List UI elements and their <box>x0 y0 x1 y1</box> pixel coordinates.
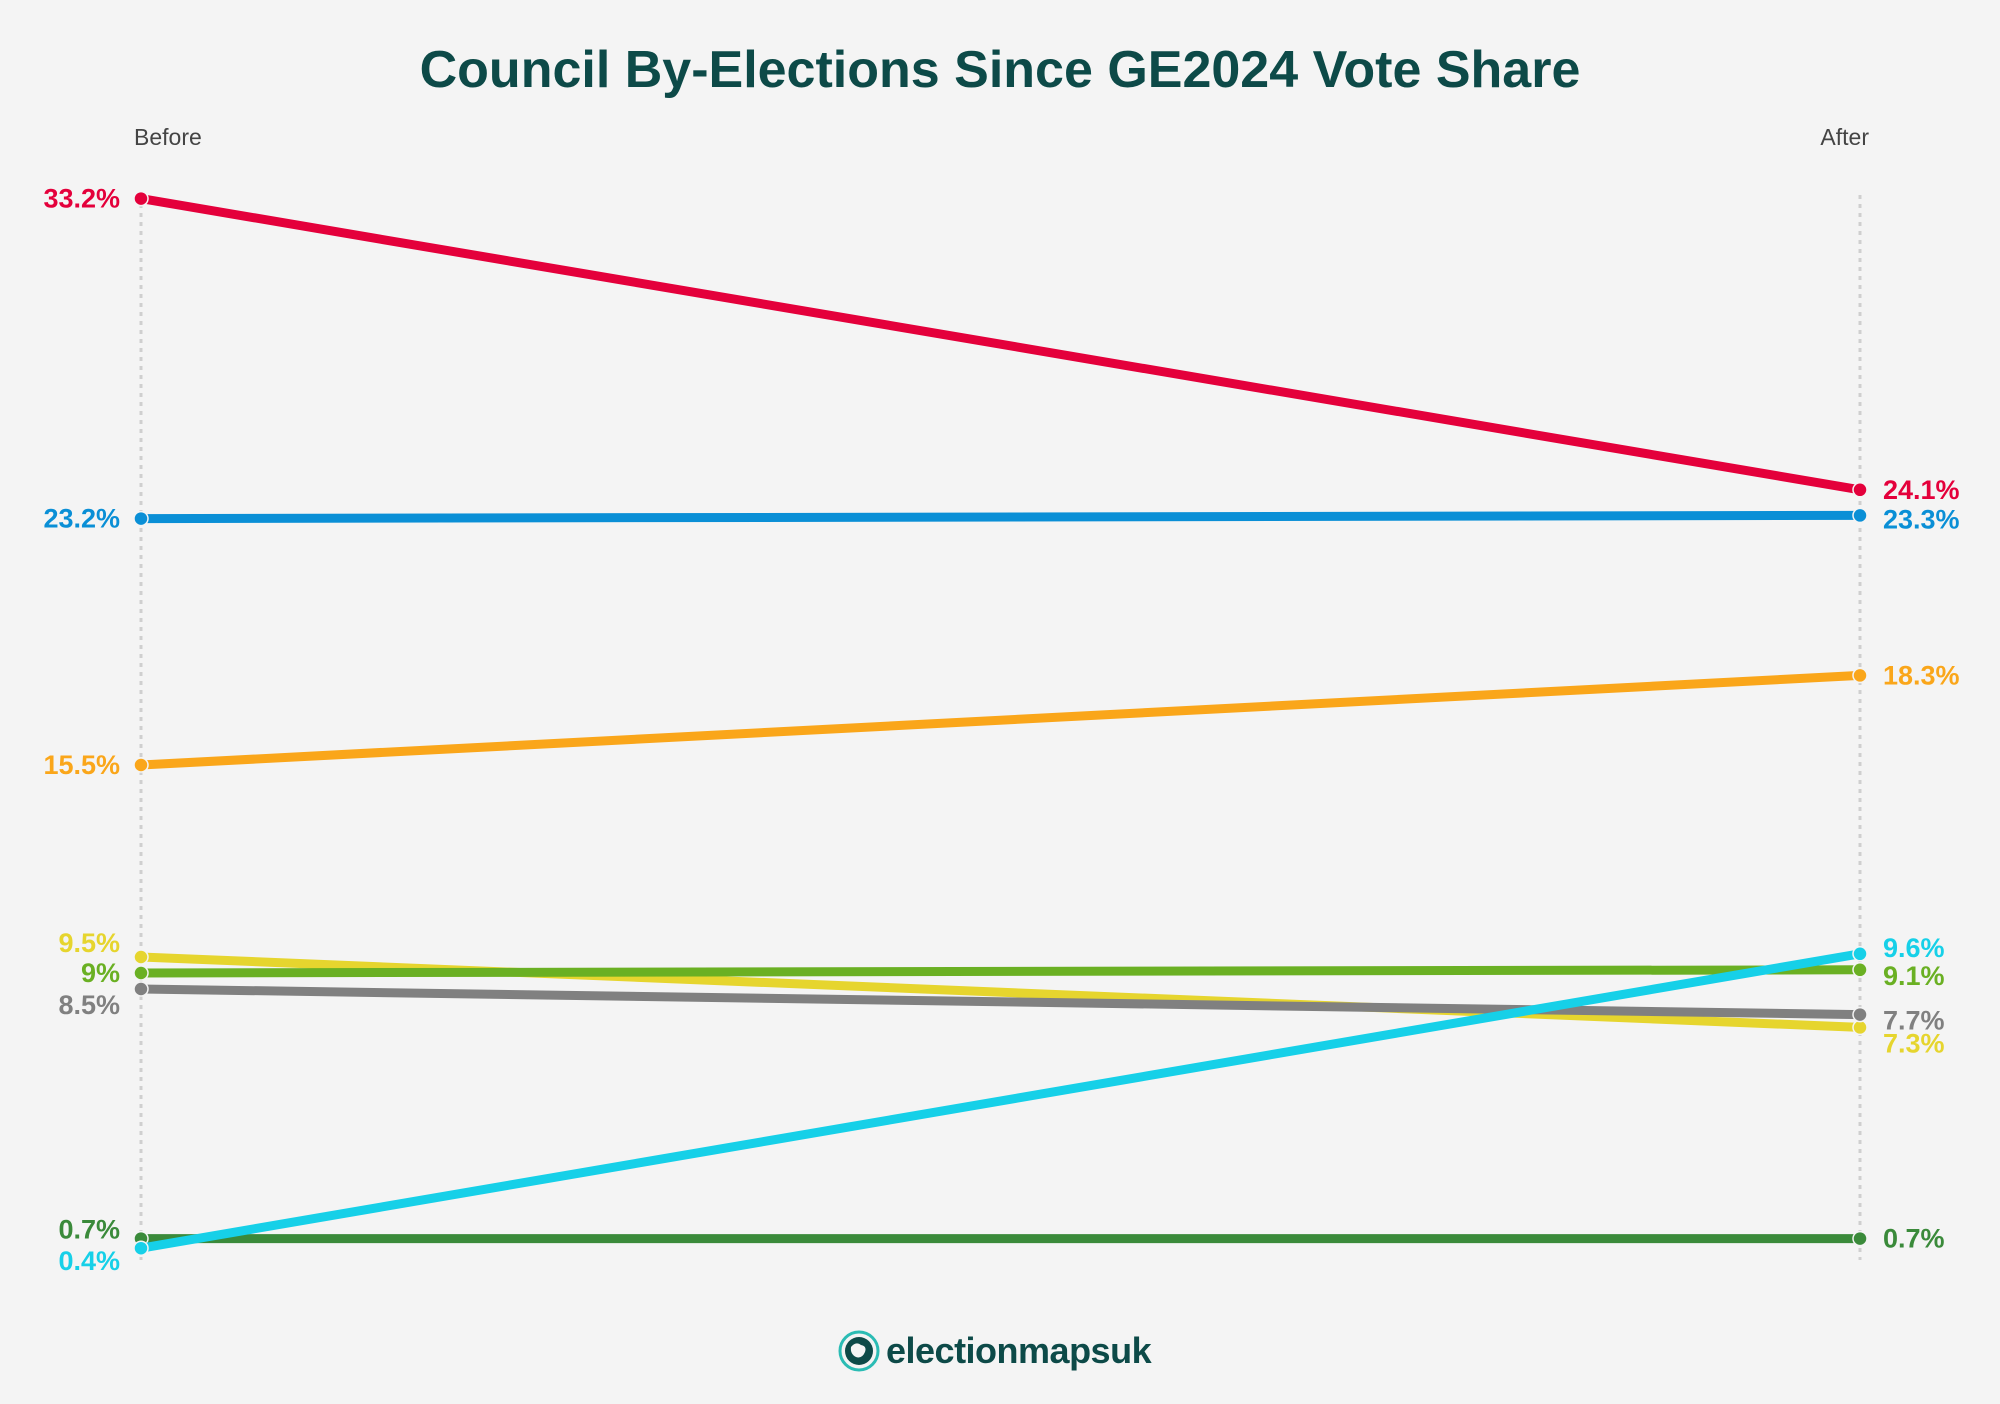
series-point-1-0 <box>133 510 149 527</box>
series-point-6-1 <box>1852 1230 1868 1247</box>
before-label-3: 9.5% <box>58 928 120 958</box>
globe-icon <box>838 1330 880 1372</box>
series-point-0-1 <box>1852 482 1868 498</box>
before-label-2: 15.5% <box>43 750 120 780</box>
series-point-2-1 <box>1852 667 1868 684</box>
before-label-6: 0.7% <box>58 1215 120 1245</box>
series-line-2 <box>140 670 1861 770</box>
before-label-4: 9% <box>81 958 120 988</box>
before-label-5: 8.5% <box>58 990 120 1020</box>
chart-title: Council By-Elections Since GE2024 Vote S… <box>419 41 1581 99</box>
series-point-4-0 <box>133 965 149 981</box>
series-point-7-0 <box>133 1240 149 1256</box>
series-point-2-0 <box>133 757 149 773</box>
before-axis-label: Before <box>134 124 202 150</box>
after-label-6: 0.7% <box>1883 1224 1945 1254</box>
after-label-2: 18.3% <box>1883 660 1960 690</box>
series-line-5 <box>140 984 1861 1020</box>
series-line-7 <box>140 949 1861 1253</box>
after-label-5: 7.7% <box>1883 1006 1945 1036</box>
series-line-1 <box>140 510 1861 524</box>
after-label-1: 23.3% <box>1883 504 1960 534</box>
after-label-4: 9.1% <box>1883 961 1945 991</box>
series-point-4-1 <box>1852 962 1868 978</box>
after-axis-label: After <box>1820 124 1869 150</box>
series-point-1-1 <box>1852 507 1868 524</box>
series-point-5-0 <box>133 981 149 997</box>
series-line-0 <box>140 194 1861 495</box>
before-label-0: 33.2% <box>43 184 120 214</box>
after-label-0: 24.1% <box>1883 475 1960 505</box>
series-point-3-1 <box>1852 1019 1868 1036</box>
after-label-7: 9.6% <box>1883 933 1945 963</box>
before-label-7: 0.4% <box>58 1246 120 1276</box>
series-line-4 <box>140 965 1861 978</box>
logo-text: electionmapsuk <box>886 1330 1152 1371</box>
electionmapsuk-logo: electionmapsuk <box>838 1330 1152 1372</box>
after-label-3: 7.3% <box>1883 1028 1945 1058</box>
series-point-0-0 <box>133 190 149 207</box>
series-point-3-0 <box>133 949 149 965</box>
series-point-5-1 <box>1852 1006 1868 1023</box>
before-label-1: 23.2% <box>43 504 120 534</box>
series-point-7-1 <box>1852 946 1868 962</box>
